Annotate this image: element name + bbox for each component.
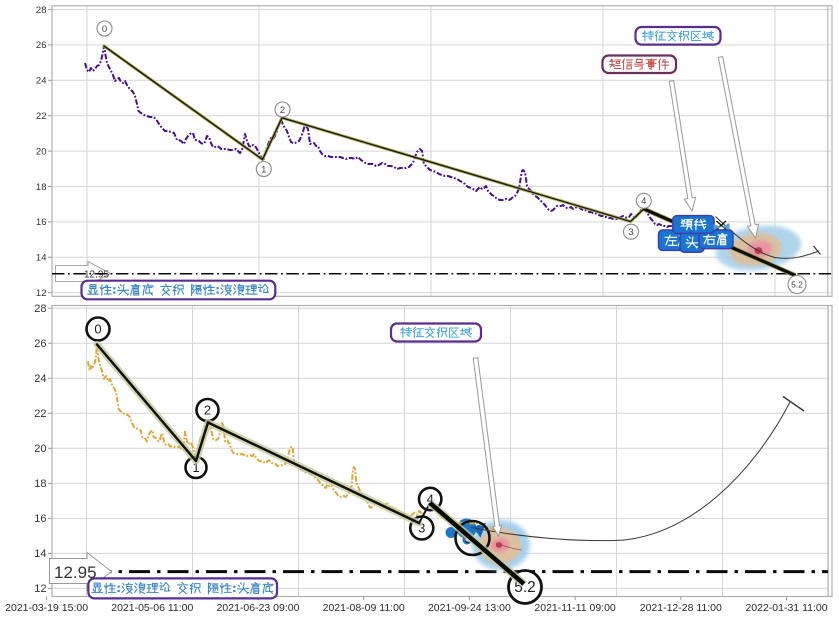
svg-text:12: 12 <box>36 288 47 299</box>
svg-text:24: 24 <box>36 76 47 87</box>
svg-text:3: 3 <box>628 227 633 238</box>
svg-text:4: 4 <box>641 196 646 207</box>
svg-text:12: 12 <box>34 583 46 595</box>
svg-text:2021-03-19 15:00: 2021-03-19 15:00 <box>5 602 88 614</box>
svg-text:18: 18 <box>34 478 46 490</box>
svg-text:2021-06-23 09:00: 2021-06-23 09:00 <box>217 602 300 614</box>
svg-text:20: 20 <box>34 443 46 455</box>
svg-text:14: 14 <box>36 253 47 264</box>
svg-text:1: 1 <box>261 164 266 175</box>
svg-text:0: 0 <box>94 322 101 337</box>
svg-text:26: 26 <box>34 338 46 350</box>
svg-text:24: 24 <box>34 373 46 385</box>
svg-text:2021-09-24 13:00: 2021-09-24 13:00 <box>428 602 511 614</box>
svg-text:1: 1 <box>192 460 199 475</box>
svg-text:2: 2 <box>204 403 211 418</box>
svg-text:12.95: 12.95 <box>54 563 97 582</box>
svg-text:12.95: 12.95 <box>84 269 109 280</box>
svg-text:22: 22 <box>34 408 46 420</box>
svg-text:4: 4 <box>427 492 434 507</box>
svg-text:2021-08-09 11:00: 2021-08-09 11:00 <box>323 602 405 614</box>
svg-text:3: 3 <box>418 521 425 536</box>
svg-text:5.2: 5.2 <box>791 280 803 290</box>
svg-text:14: 14 <box>34 548 46 560</box>
svg-text:2: 2 <box>280 105 285 116</box>
svg-text:16: 16 <box>34 513 46 525</box>
svg-text:0: 0 <box>102 24 107 35</box>
svg-text:22: 22 <box>36 111 47 122</box>
svg-text:28: 28 <box>34 303 46 315</box>
svg-text:18: 18 <box>36 182 47 193</box>
svg-text:28: 28 <box>36 5 47 16</box>
svg-text:2021-12-28 11:00: 2021-12-28 11:00 <box>640 602 722 614</box>
svg-text:2021-05-06 11:00: 2021-05-06 11:00 <box>111 602 193 614</box>
svg-text:26: 26 <box>36 40 47 51</box>
svg-text:2022-01-31 11:00: 2022-01-31 11:00 <box>745 602 827 614</box>
svg-text:2021-11-11 09:00: 2021-11-11 09:00 <box>534 602 616 614</box>
svg-text:20: 20 <box>36 146 47 157</box>
svg-text:16: 16 <box>36 217 47 228</box>
